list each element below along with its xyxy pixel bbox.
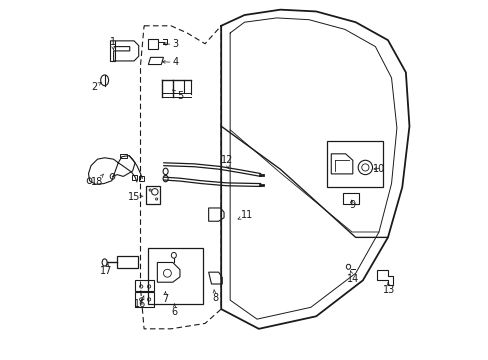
- Bar: [326, 140, 382, 187]
- Bar: [139, 176, 144, 181]
- Text: 6: 6: [171, 304, 177, 316]
- Bar: [147, 248, 203, 304]
- Bar: [135, 292, 154, 307]
- Bar: [145, 186, 159, 204]
- Text: 11: 11: [238, 210, 253, 220]
- Text: 5: 5: [172, 90, 183, 101]
- Bar: [135, 280, 154, 291]
- Bar: [132, 175, 137, 180]
- Text: 3: 3: [163, 40, 178, 49]
- Text: 18: 18: [90, 174, 103, 187]
- Text: 17: 17: [100, 263, 112, 276]
- Text: 15: 15: [127, 192, 143, 202]
- Bar: [147, 40, 158, 49]
- Text: 4: 4: [162, 57, 178, 67]
- Text: 10: 10: [372, 163, 385, 174]
- Text: 9: 9: [348, 200, 354, 210]
- Bar: [120, 154, 126, 158]
- Text: 8: 8: [212, 290, 218, 303]
- Text: 12: 12: [221, 155, 233, 168]
- Text: 14: 14: [346, 271, 358, 284]
- Text: 2: 2: [91, 82, 101, 92]
- Text: 13: 13: [382, 282, 394, 295]
- Text: 7: 7: [162, 291, 168, 304]
- Bar: [117, 256, 138, 268]
- Text: 1: 1: [109, 37, 115, 50]
- Text: 16: 16: [134, 296, 146, 309]
